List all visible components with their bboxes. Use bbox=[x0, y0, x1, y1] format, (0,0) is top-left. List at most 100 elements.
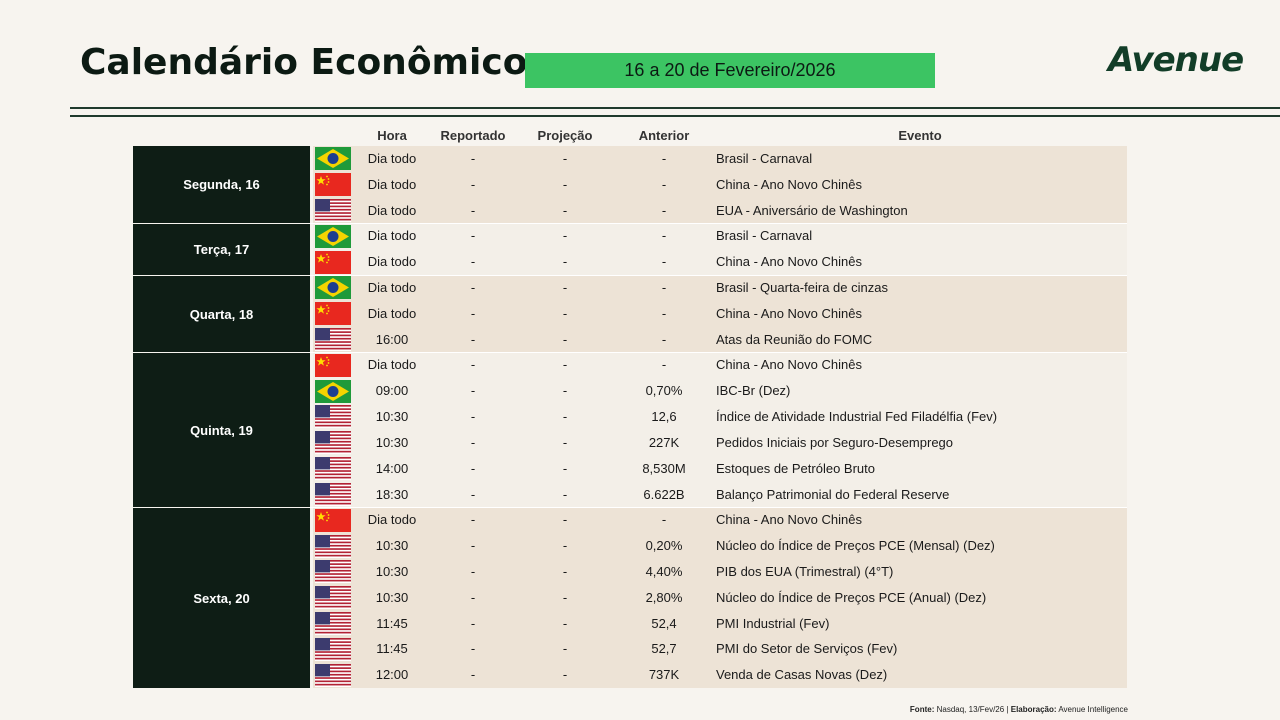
cell: - bbox=[470, 486, 476, 502]
cell: Dia todo bbox=[367, 512, 417, 528]
cell: - bbox=[562, 280, 568, 296]
cell: - bbox=[661, 331, 667, 347]
cell: - bbox=[562, 434, 568, 450]
flag bbox=[315, 276, 351, 300]
column-header: Projeção bbox=[537, 128, 593, 143]
cell: - bbox=[470, 357, 476, 373]
flag bbox=[315, 199, 351, 223]
cell: 10:30 bbox=[375, 409, 409, 425]
cell: - bbox=[470, 434, 476, 450]
day-cell: Terça, 17 bbox=[133, 224, 310, 276]
event: Pedidos Iniciais por Seguro-Desemprego bbox=[716, 434, 954, 450]
cell: 09:00 bbox=[375, 383, 409, 399]
title: Calendário Econômico bbox=[80, 42, 528, 83]
event: Brasil - Carnaval bbox=[716, 228, 813, 244]
event: Atas da Reunião do FOMC bbox=[716, 331, 873, 347]
cell: Dia todo bbox=[367, 151, 417, 166]
cell: Dia todo bbox=[367, 280, 417, 296]
cell: 14:00 bbox=[375, 460, 409, 476]
cell: - bbox=[562, 538, 568, 554]
cell: 0,20% bbox=[645, 538, 683, 554]
cell: 18:30 bbox=[375, 486, 409, 502]
flag bbox=[315, 663, 351, 687]
cell: - bbox=[661, 176, 667, 192]
event: Núcleo do Índice de Preços PCE (Anual) (… bbox=[716, 589, 987, 605]
cell: - bbox=[470, 305, 476, 321]
row-group bbox=[313, 275, 1127, 353]
cell: - bbox=[470, 512, 476, 528]
cell: - bbox=[470, 460, 476, 476]
footer-text: Avenue Intelligence bbox=[1058, 705, 1128, 714]
period-box: 16 a 20 de Fevereiro/2026 bbox=[525, 53, 935, 88]
event: Estoques de Petróleo Bruto bbox=[716, 460, 875, 476]
day-label: Quinta, 19 bbox=[190, 422, 253, 438]
cell: - bbox=[562, 409, 568, 425]
cell: 10:30 bbox=[375, 589, 409, 605]
flag bbox=[315, 637, 351, 661]
event: China - Ano Novo Chinês bbox=[716, 254, 862, 270]
cell: Dia todo bbox=[367, 357, 417, 373]
cell: 52,4 bbox=[651, 615, 677, 631]
event: Balanço Patrimonial do Federal Reserve bbox=[716, 486, 950, 502]
separator bbox=[310, 507, 1127, 509]
cell: 227K bbox=[648, 434, 680, 450]
cell: 6.622B bbox=[643, 486, 685, 502]
cell: - bbox=[470, 228, 476, 244]
flag bbox=[315, 147, 351, 171]
cell: - bbox=[661, 280, 667, 296]
cell: - bbox=[470, 563, 476, 579]
cell: - bbox=[562, 202, 568, 218]
cell: 4,40% bbox=[645, 563, 683, 579]
event: Índice de Atividade Industrial Fed Filad… bbox=[716, 409, 998, 425]
cell: - bbox=[661, 305, 667, 321]
cell: - bbox=[562, 357, 568, 373]
flag bbox=[315, 431, 351, 455]
flag bbox=[315, 586, 351, 610]
footer-label: Fonte: bbox=[909, 705, 935, 714]
event: China - Ano Novo Chinês bbox=[716, 357, 862, 373]
day-cell: Quarta, 18 bbox=[133, 276, 310, 353]
cell: - bbox=[470, 667, 476, 683]
event: Brasil - Quarta-feira de cinzas bbox=[716, 280, 888, 296]
cell: 52,7 bbox=[651, 641, 677, 657]
cell: - bbox=[470, 383, 476, 399]
flag bbox=[315, 353, 351, 377]
cell: - bbox=[562, 641, 568, 657]
event: PMI do Setor de Serviços (Fev) bbox=[716, 641, 898, 657]
cell: - bbox=[562, 563, 568, 579]
footer-text: Nasdaq, 13/Fev/26 | bbox=[936, 705, 1009, 714]
cell: Dia todo bbox=[367, 228, 417, 244]
cell: - bbox=[562, 615, 568, 631]
cell: - bbox=[661, 357, 667, 373]
cell: - bbox=[562, 460, 568, 476]
cell: 0,70% bbox=[645, 383, 683, 399]
cell: - bbox=[562, 512, 568, 528]
cell: - bbox=[470, 254, 476, 270]
cell: - bbox=[470, 176, 476, 192]
flag bbox=[315, 457, 351, 481]
cell: 2,80% bbox=[645, 589, 683, 605]
flag bbox=[315, 328, 351, 352]
cell: - bbox=[562, 228, 568, 244]
flag bbox=[315, 534, 351, 558]
cell: - bbox=[562, 589, 568, 605]
cell: - bbox=[470, 202, 476, 218]
cell: - bbox=[470, 409, 476, 425]
cell: 11:45 bbox=[376, 641, 408, 657]
day-cell: Quinta, 19 bbox=[133, 353, 310, 508]
day-cell: Segunda, 16 bbox=[133, 146, 310, 224]
cell: - bbox=[562, 667, 568, 683]
cell: - bbox=[562, 305, 568, 321]
cell: - bbox=[661, 228, 667, 244]
column-header: Evento bbox=[898, 128, 942, 143]
cell: - bbox=[562, 486, 568, 502]
cell: Dia todo bbox=[367, 202, 417, 218]
event: PIB dos EUA (Trimestral) (4°T) bbox=[716, 563, 894, 579]
flag bbox=[315, 611, 351, 635]
row-group bbox=[313, 507, 1127, 688]
footer: Fonte: Nasdaq, 13/Fev/26 | Elaboração: A… bbox=[910, 705, 1128, 714]
cell: - bbox=[470, 615, 476, 631]
event: Brasil - Carnaval bbox=[716, 151, 813, 166]
flag bbox=[315, 173, 351, 197]
